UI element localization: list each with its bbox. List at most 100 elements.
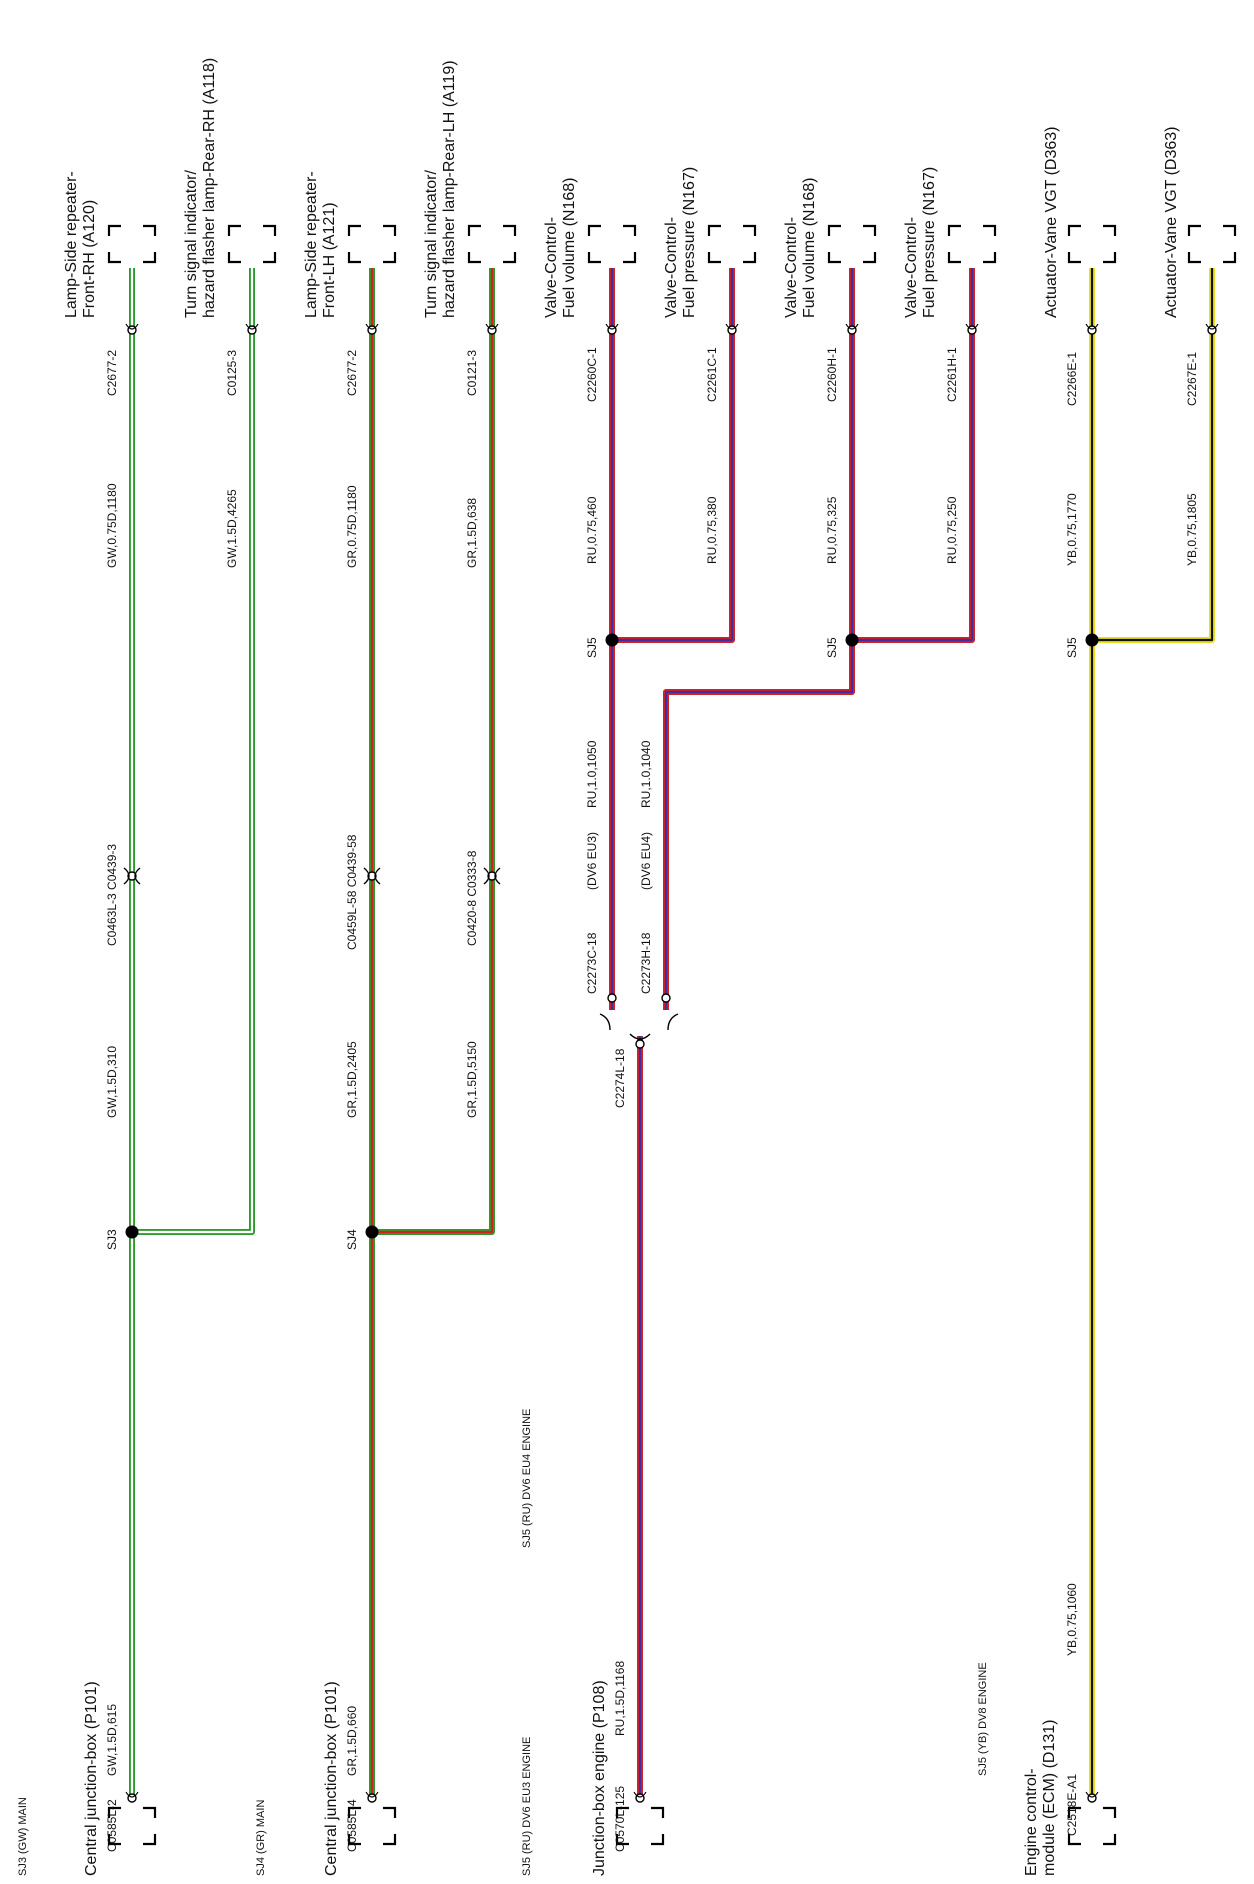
gr-branch2-name-2: hazard flasher lamp-Rear-LH (A119) (441, 60, 458, 318)
ru-source-box (615, 1806, 665, 1846)
gw-source-box-edge (143, 1806, 157, 1818)
ru-branch4-box-edge (947, 252, 961, 264)
ru-source-name: Junction-box engine (P108) (591, 1680, 608, 1876)
yb-branch1-name: Actuator-Vane VGT (D363) (1043, 127, 1060, 319)
yb-branch1-box-edge (1103, 224, 1117, 236)
yb-branch1-connector: C2266E-1 (1065, 352, 1079, 406)
gw-branch2-connector: C0125-3 (225, 350, 239, 396)
gw-branch1-pin-arc (125, 323, 139, 330)
ru-branch4-wire-outer (852, 268, 975, 643)
ru-branch2-box-edge (707, 252, 721, 264)
ru-branch4-name-1: Valve-Control- (903, 217, 920, 318)
ru-branch1-box-edge (587, 252, 601, 264)
gw-branch2-box-edge (227, 252, 241, 264)
ru-branch3-box-edge (827, 224, 841, 236)
ru-branch1-box-edge (623, 224, 637, 236)
gr-branch1-pin-arc (365, 323, 379, 330)
ru-leg2-wire-spec: RU,1.0,1040 (639, 740, 653, 808)
yb-branch2-box-edge (1223, 252, 1237, 264)
yb-source-box-edge (1067, 1834, 1081, 1846)
yb-source-wire-spec: YB,0.75,1060 (1065, 1583, 1079, 1656)
ru-source-box-edge (615, 1834, 629, 1846)
ru-branch1-pin-arc (605, 323, 619, 330)
ru-branch3-wire-spec: RU,0.75,325 (825, 496, 839, 564)
gr-source-wire-spec: GR,1.5D,660 (345, 1706, 359, 1776)
ru-leg2-connector: C2273H-18 (639, 932, 653, 994)
ru-leg1-connector: C2273C-18 (585, 932, 599, 994)
gr-inline-connector-2-arc (483, 867, 490, 885)
yb-group-label: SJ5 (YB) DV8 ENGINE (977, 1662, 989, 1776)
gw-splice-label: SJ3 (105, 1229, 119, 1250)
ru-branch4-connector: C2261H-1 (945, 347, 959, 402)
ru-splice-1 (605, 633, 619, 647)
ru-group-label-2: SJ5 (RU) DV6 EU4 ENGINE (521, 1409, 533, 1548)
gr-branch2-box-edge (467, 252, 481, 264)
ru-branch4-box-edge (983, 224, 997, 236)
ru-branch3-box-edge (863, 252, 877, 264)
ru-branch2-connector: C2261C-1 (705, 347, 719, 402)
gr-branch1-box-edge (347, 224, 361, 236)
gw-splice (125, 1225, 139, 1239)
gw-branch2-box-edge (263, 252, 277, 264)
gw-branch2-name-2: hazard flasher lamp-Rear-RH (A118) (201, 58, 218, 318)
ru-branch1-box-edge (587, 224, 601, 236)
gw-inline-connector-arc2 (134, 867, 141, 885)
gr-source-box-edge (383, 1806, 397, 1818)
yb-branch1-box-edge (1103, 252, 1117, 264)
gw-source-pin-arc (125, 1791, 139, 1798)
ru-branch3-name-2: Fuel volume (N168) (801, 178, 818, 319)
gr-inline-label: C0459L-58 C0439-58 (345, 834, 359, 950)
yb-branch2-pin-arc (1205, 323, 1219, 330)
yb-splice (1085, 633, 1099, 647)
gr-splice (365, 1225, 379, 1239)
gw-branch2-pin-arc (245, 323, 259, 330)
gw-branch1-wire-spec: GW,0.75D,1180 (105, 483, 119, 568)
gr-source-box-edge (347, 1806, 361, 1818)
gw-branch2-name-1: Turn signal indicator/ (183, 170, 200, 318)
ru-branch4-wire-spec: RU,0.75,250 (945, 496, 959, 564)
yb-branch2-name: Actuator-Vane VGT (D363) (1163, 127, 1180, 319)
gr-branch-wire-inner (372, 268, 494, 1234)
yb-branch1-box-edge (1067, 252, 1081, 264)
parts-layer (107, 224, 1237, 1846)
gr-branch2-box-edge (467, 224, 481, 236)
gr-inline-connector (367, 871, 377, 881)
ru-source-pin-arc (633, 1791, 647, 1798)
ru-branch2-box (707, 224, 757, 264)
gr-wire-below-spec: GR,1.5D,2405 (345, 1041, 359, 1118)
yb-branch2-box-edge (1223, 224, 1237, 236)
gw-source-box-edge (107, 1834, 121, 1846)
gr-inline-connector-arc (363, 867, 370, 885)
ru-leg1-wire-spec: RU,1.0,1050 (585, 740, 599, 808)
gw-source-wire-spec: GW,1.5D,615 (105, 1704, 119, 1776)
gr-branch2-wire-spec: GR,1.5D,638 (465, 498, 479, 568)
ru-branch3-connector: C2260H-1 (825, 347, 839, 402)
yb-source-box-edge (1103, 1834, 1117, 1846)
ru-source-wire-spec: RU,1.5D,1168 (613, 1661, 627, 1736)
ru-branch1-wire-spec: RU,0.75,460 (585, 496, 599, 564)
gr-wire-below-spec-2: GR,1.5D,5150 (465, 1041, 479, 1118)
ru-branch1-name-1: Valve-Control- (543, 217, 560, 318)
yb-source-box-edge (1067, 1806, 1081, 1818)
ru-branch4-pin-arc (965, 323, 979, 330)
gw-inline-connector (127, 871, 137, 881)
gr-branch1-box-edge (383, 252, 397, 264)
gw-branch2-box-edge (227, 224, 241, 236)
gw-source-box-edge (143, 1834, 157, 1846)
ru-leg2-variant: (DV6 EU4) (639, 832, 653, 890)
ru-branch2-name-2: Fuel pressure (N167) (681, 167, 698, 318)
yb-branch1-box (1067, 224, 1117, 264)
ru-source-box-edge (651, 1834, 665, 1846)
gr-branch1-connector: C2677-2 (345, 350, 359, 396)
ru-branch3-pin-arc (845, 323, 859, 330)
yb-branch2-box-edge (1187, 252, 1201, 264)
gw-branch1-box-edge (107, 252, 121, 264)
ru-branch2-pin-arc (725, 323, 739, 330)
gw-branch1-connector: C2677-2 (105, 350, 119, 396)
gr-source-box (347, 1806, 397, 1846)
yb-source-name-1: Engine control- (1023, 1768, 1040, 1876)
ru-join-pin (635, 1039, 645, 1049)
gr-branch1-box (347, 224, 397, 264)
gr-source-connector: C0585L-4 (345, 1799, 359, 1852)
